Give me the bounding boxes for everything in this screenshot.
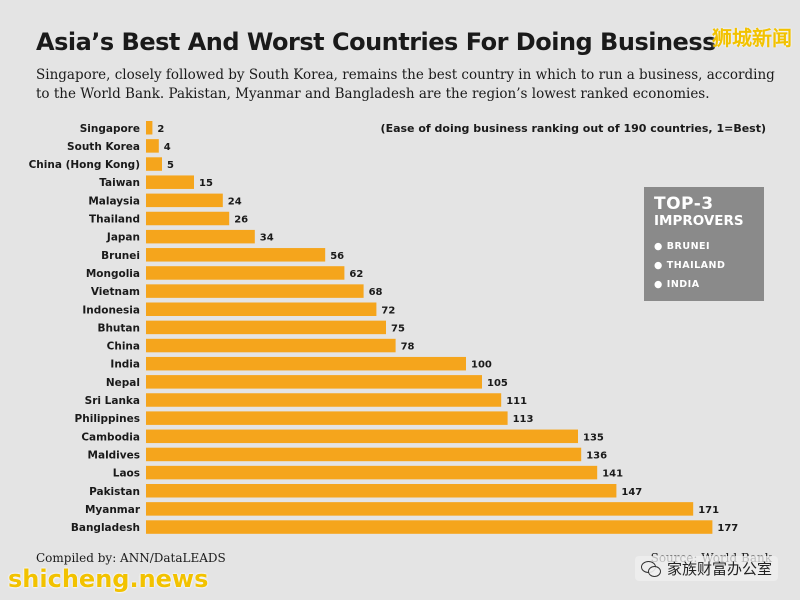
improver-item: ● INDIA (654, 275, 754, 294)
value-label: 141 (602, 469, 623, 480)
category-label: Japan (106, 232, 140, 244)
bar (146, 193, 223, 208)
value-label: 135 (583, 432, 604, 443)
value-label: 100 (471, 360, 492, 371)
value-label: 56 (330, 251, 344, 262)
improver-item: ● THAILAND (654, 256, 754, 275)
value-label: 24 (228, 196, 242, 207)
improvers-subtitle: IMPROVERS (654, 213, 744, 229)
category-label: Thailand (89, 214, 140, 226)
bar (146, 338, 396, 353)
improver-item: ● BRUNEI (654, 237, 754, 256)
category-label: Maldives (88, 449, 140, 461)
category-label: Sri Lanka (85, 395, 140, 407)
bar (146, 520, 713, 534)
value-label: 2 (157, 124, 164, 135)
ranking-note: (Ease of doing business ranking out of 1… (380, 122, 766, 135)
category-label: China (Hong Kong) (29, 159, 140, 171)
category-label: Bhutan (97, 322, 140, 334)
compiled-by: Compiled by: ANN/DataLEADS (36, 551, 226, 565)
bullet-icon: ● (654, 241, 663, 252)
category-label: India (110, 359, 140, 371)
value-label: 136 (586, 450, 607, 461)
bar (146, 320, 386, 335)
category-label: Singapore (80, 123, 140, 135)
category-label: Indonesia (82, 304, 140, 316)
watermark-bottom-left: shicheng.news (8, 565, 209, 593)
bar (146, 484, 617, 498)
bar (146, 447, 582, 462)
value-label: 78 (401, 342, 415, 353)
value-label: 62 (349, 269, 363, 280)
bar (146, 139, 159, 153)
value-label: 68 (369, 287, 383, 298)
category-label: Myanmar (85, 504, 141, 516)
value-label: 5 (167, 160, 174, 171)
bar (146, 411, 508, 425)
value-label: 171 (698, 505, 719, 516)
improver-label: THAILAND (666, 260, 726, 271)
category-label: Laos (113, 468, 140, 480)
bar (146, 248, 326, 262)
category-label: Cambodia (81, 431, 140, 443)
bar (146, 121, 153, 135)
improver-label: INDIA (666, 279, 700, 290)
value-label: 111 (506, 396, 527, 407)
chart-subtitle: Singapore, closely followed by South Kor… (36, 67, 775, 102)
category-label: South Korea (67, 141, 140, 153)
bar (146, 157, 162, 171)
wechat-icon (640, 560, 661, 577)
watermark-bottom-right-text: 家族财富办公室 (666, 560, 772, 578)
category-label: Bangladesh (71, 522, 140, 534)
category-label: Mongolia (86, 268, 140, 280)
value-label: 34 (260, 233, 274, 244)
value-label: 75 (391, 323, 405, 334)
bar (146, 175, 194, 189)
improver-label: BRUNEI (666, 241, 711, 252)
bullet-icon: ● (654, 279, 663, 290)
category-label: Malaysia (88, 195, 140, 207)
watermark-top: 狮城新闻 (712, 26, 792, 50)
category-label: Brunei (101, 250, 140, 262)
bar (146, 393, 502, 407)
category-label: Nepal (106, 377, 140, 389)
bar (146, 502, 694, 516)
bar (146, 229, 255, 244)
value-label: 177 (717, 523, 738, 534)
bar (146, 375, 482, 389)
value-label: 4 (164, 142, 171, 153)
value-label: 26 (234, 215, 248, 226)
bar (146, 429, 578, 444)
category-label: Vietnam (91, 286, 140, 298)
value-label: 15 (199, 178, 213, 189)
category-label: China (107, 341, 140, 353)
value-label: 105 (487, 378, 508, 389)
top-improvers-panel: TOP-3 IMPROVERS ● BRUNEI ● THAILAND ● INDIA (644, 187, 764, 301)
chart-title: Asia’s Best And Worst Countries For Doin… (36, 28, 716, 56)
value-label: 147 (621, 487, 642, 498)
bar (146, 211, 230, 226)
bullet-icon: ● (654, 260, 663, 271)
category-label: Philippines (75, 413, 140, 425)
bar (146, 302, 377, 316)
improvers-title: TOP-3 (654, 194, 714, 214)
watermark-bottom-right: 家族财富办公室 (634, 556, 778, 581)
bar (146, 284, 364, 298)
category-label: Taiwan (99, 177, 140, 189)
bar (146, 356, 466, 371)
bar (146, 266, 345, 280)
category-label: Pakistan (89, 486, 140, 498)
bar (146, 465, 598, 480)
value-label: 72 (381, 305, 395, 316)
value-label: 113 (513, 414, 534, 425)
